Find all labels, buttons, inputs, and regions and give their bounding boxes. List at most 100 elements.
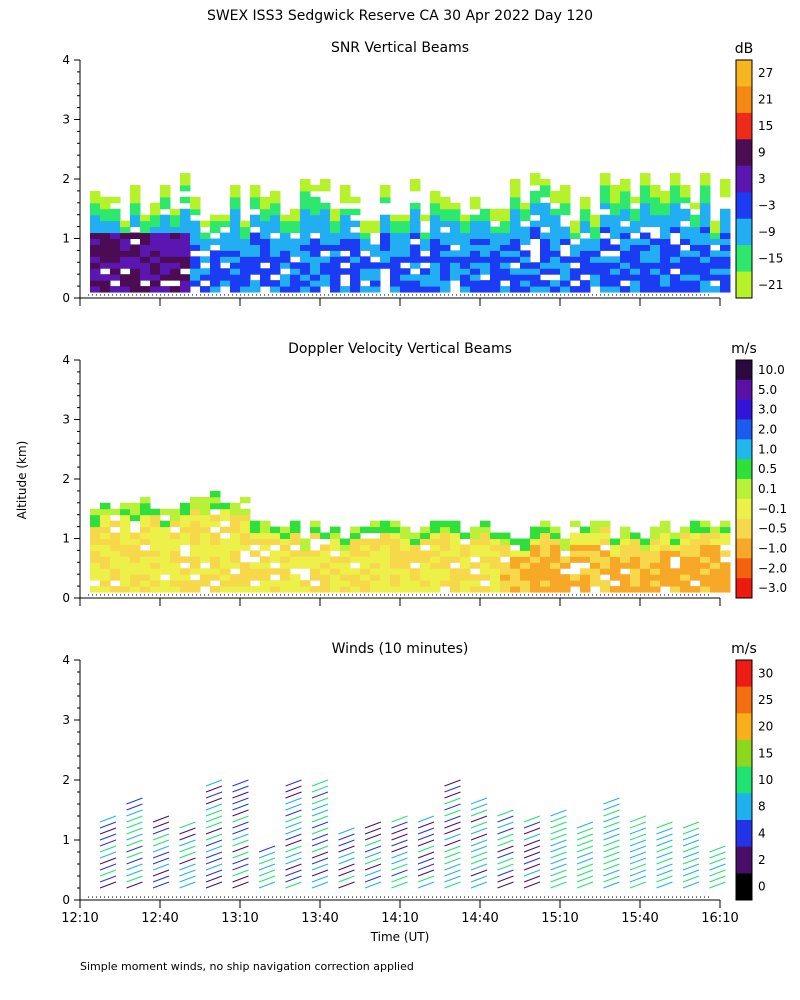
- doppler-cell: [470, 550, 481, 557]
- snr-cell: [180, 274, 191, 281]
- wind-barb: [550, 869, 567, 877]
- doppler-cell: [580, 586, 591, 593]
- wind-barb: [576, 821, 594, 829]
- snr-cell: [410, 262, 421, 269]
- doppler-cell: [140, 526, 151, 534]
- doppler-cell: [590, 538, 601, 545]
- doppler-cell: [600, 526, 611, 534]
- snr-cell: [720, 226, 731, 234]
- doppler-cell: [220, 574, 231, 581]
- wind-barb: [550, 821, 567, 829]
- snr-cell: [490, 232, 501, 239]
- doppler-cell: [190, 502, 201, 510]
- doppler-cell: [650, 568, 661, 575]
- wind-barb: [126, 839, 143, 847]
- snr-cell: [580, 268, 591, 275]
- snr-cell: [620, 226, 631, 234]
- doppler-cell: [510, 556, 521, 563]
- wind-barb: [152, 815, 170, 823]
- wind-barb: [285, 791, 302, 799]
- snr-cell: [260, 202, 271, 210]
- snr-cell: [610, 208, 621, 216]
- snr-cell: [100, 196, 111, 204]
- snr-cell: [180, 262, 191, 269]
- doppler-cell: [440, 550, 451, 557]
- snr-cell: [690, 202, 701, 210]
- snr-cell: [520, 262, 531, 269]
- snr-cell: [290, 208, 301, 216]
- snr-cell: [300, 184, 311, 192]
- snr-cell: [620, 256, 631, 263]
- wind-barb: [709, 869, 726, 877]
- doppler-cell: [440, 526, 451, 534]
- y-axis-label: Altitude (km): [15, 441, 29, 520]
- snr-cell: [530, 173, 541, 180]
- doppler-cell: [700, 550, 711, 557]
- doppler-cell: [230, 532, 241, 539]
- doppler-cell: [110, 556, 121, 563]
- doppler-cell: [540, 580, 551, 587]
- snr-cell: [160, 202, 171, 210]
- doppler-cell: [180, 532, 191, 539]
- snr-cell: [560, 262, 571, 269]
- snr-cell: [230, 280, 241, 287]
- snr-cell: [550, 238, 561, 245]
- doppler-cell: [420, 556, 431, 563]
- doppler-cell: [570, 538, 581, 545]
- snr-cell: [210, 274, 221, 281]
- snr-cell: [90, 226, 101, 234]
- doppler-cell: [450, 586, 461, 593]
- snr-cell: [270, 262, 281, 269]
- wind-barb: [470, 869, 488, 877]
- doppler-cell: [100, 568, 111, 575]
- snr-cell: [310, 286, 321, 293]
- doppler-cell: [400, 562, 411, 569]
- doppler-cell: [490, 574, 501, 581]
- snr-cell: [630, 286, 641, 293]
- wind-barb: [391, 881, 408, 889]
- snr-cell: [280, 262, 291, 269]
- doppler-cell: [350, 526, 361, 534]
- wind-barb: [311, 785, 329, 793]
- snr-cell: [520, 280, 531, 287]
- doppler-cell: [140, 532, 151, 539]
- wind-barb: [205, 785, 223, 793]
- snr-cell: [400, 250, 411, 257]
- doppler-cell: [310, 526, 321, 534]
- doppler-cell: [210, 556, 221, 563]
- doppler-cell: [160, 568, 171, 575]
- snr-cell: [90, 280, 101, 287]
- doppler-cell: [340, 550, 351, 557]
- doppler-cell: [290, 538, 301, 545]
- colorbar-label: 0.1: [758, 482, 777, 496]
- snr-cell: [400, 232, 411, 239]
- doppler-cell: [280, 562, 291, 569]
- snr-cell: [400, 256, 411, 263]
- x-tick-label: 13:10: [221, 911, 258, 926]
- doppler-cell: [290, 526, 301, 534]
- wind-barb: [391, 851, 408, 859]
- snr-cell: [640, 286, 651, 293]
- doppler-cell: [100, 550, 111, 557]
- doppler-cell: [380, 526, 391, 534]
- wind-barb: [470, 875, 488, 883]
- doppler-cell: [180, 508, 191, 516]
- snr-cell: [380, 250, 391, 257]
- doppler-cell: [330, 580, 341, 587]
- snr-cell: [440, 202, 451, 210]
- wind-barb: [364, 869, 382, 877]
- snr-cell: [500, 262, 511, 269]
- doppler-cell: [370, 520, 381, 528]
- snr-cell: [190, 268, 201, 275]
- doppler-cell: [410, 580, 421, 587]
- wind-barb: [656, 869, 673, 877]
- snr-cell: [420, 268, 431, 275]
- doppler-cell: [720, 538, 731, 545]
- doppler-cell: [320, 556, 331, 563]
- doppler-cell: [200, 532, 211, 539]
- wind-barb: [391, 845, 408, 853]
- snr-cell: [700, 268, 711, 275]
- snr-cell: [440, 244, 451, 251]
- snr-cell: [690, 286, 701, 293]
- doppler-cell: [600, 580, 611, 587]
